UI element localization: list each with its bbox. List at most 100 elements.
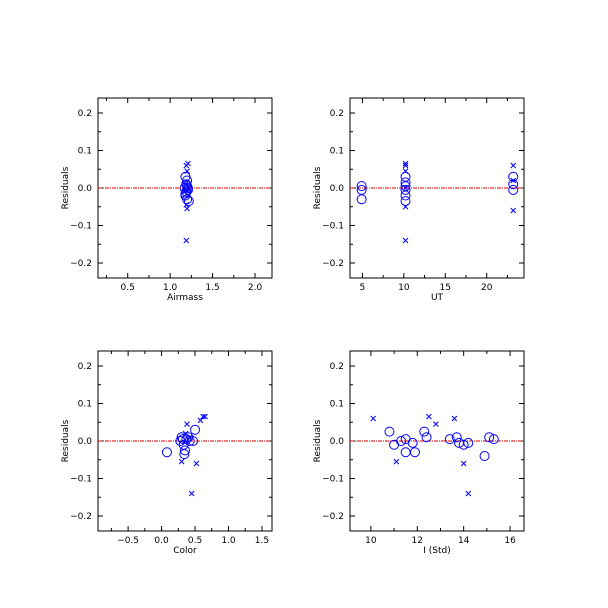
cross-point [402,168,409,174]
x-tick-label: 10 [398,283,410,293]
cross-point [183,237,190,244]
circle-point [451,432,462,443]
y-axis-label: Residuals [61,419,71,462]
y-tick-label: 0.2 [330,109,344,119]
x-axis-label: UT [431,293,444,303]
y-tick-label: 0.1 [78,400,92,410]
cross-point [393,458,400,465]
circle-point [180,188,191,199]
circle-point [488,434,499,445]
circle-point [400,447,411,458]
circle-point [182,183,193,193]
x-tick-label: 5 [360,283,366,293]
x-tick-label: 1.0 [163,283,178,293]
y-tick-label: −0.2 [70,512,92,522]
y-tick-label: −0.1 [322,475,344,485]
cross-point [200,413,206,420]
circle-point [421,432,432,443]
cross-point [184,421,190,427]
cross-point [402,185,409,191]
circle-point [458,439,469,450]
y-tick-label: −0.1 [70,222,92,232]
y-axis-label: Residuals [313,166,323,209]
circle-point [389,439,400,450]
circle-point [508,184,519,195]
cross-point [184,205,190,212]
y-axis-label: Residuals [61,166,71,209]
cross-point [370,415,377,422]
cross-point [402,160,409,167]
y-tick-label: −0.2 [322,259,344,269]
circle-point [190,424,201,435]
panel-3: −0.2 −0.1 0.0 0.1 0.2 −0.5 0.0 0.5 1.0 1.5 Color Re… [61,350,273,556]
circle-point [179,449,190,460]
circle-point [444,434,455,445]
circle-point [463,437,474,448]
x-tick-label: 12 [412,536,423,546]
x-tick-label: 0.5 [121,283,135,293]
y-tick-label: 0.0 [78,184,93,194]
circle-point [400,190,411,201]
cross-point [181,188,188,195]
circle-point [384,426,395,437]
circle-point [409,447,420,458]
cross-point [510,162,517,169]
cross-point [510,207,517,214]
y-tick-label: 0.2 [78,109,92,119]
x-tick-label: 2.0 [248,283,263,293]
x-tick-label: 16 [504,536,516,546]
y-tick-label: −0.1 [70,475,92,485]
cross-point [432,421,439,427]
circle-point [184,436,195,446]
circle-point [188,436,199,446]
cross-point [460,460,467,467]
cross-point [186,434,193,441]
x-tick-label: 20 [481,283,493,293]
circle-point [508,171,519,182]
circle-point [182,181,193,192]
cross-point [178,458,185,465]
y-axis-label: Residuals [313,419,323,462]
circle-point [180,445,190,456]
y-tick-label: 0.0 [330,184,345,194]
panel-1: −0.2 −0.1 0.0 0.1 0.2 0.5 1.0 1.5 2.0 Airmass Resi… [61,97,273,303]
cross-point [465,490,472,497]
circle-point [400,184,411,195]
circle-point [407,437,418,448]
circle-point [400,177,411,188]
x-tick-label: 1.5 [205,283,219,293]
cross-point [188,490,195,497]
y-tick-label: 0.0 [78,437,93,447]
circle-point [479,451,490,461]
y-tick-label: 0.0 [330,437,345,447]
x-tick-label: 0.0 [154,536,169,546]
y-tick-label: −0.2 [70,259,92,269]
x-tick-label: 0.5 [188,536,202,546]
cross-point [402,237,409,244]
circle-point [484,432,495,443]
x-tick-label: 1.0 [221,536,236,546]
cross-point [184,168,190,174]
x-tick-label: −0.5 [117,536,139,546]
x-tick-label: 15 [440,283,451,293]
x-tick-label: 10 [365,536,377,546]
y-tick-label: 0.1 [78,147,92,157]
circle-point [400,196,411,207]
cross-point [197,417,204,424]
circle-point [176,432,187,443]
circle-point [161,447,172,458]
cross-point [451,415,458,422]
cross-point [402,162,409,169]
y-tick-label: 0.2 [330,362,344,372]
x-axis-label: Airmass [167,293,203,303]
circle-point [356,194,367,205]
x-axis-label: I (Std) [423,546,451,556]
y-tick-label: 0.1 [330,400,344,410]
cross-point [193,460,200,467]
circle-point [419,426,430,437]
cross-point [510,177,517,184]
cross-point [402,203,409,210]
x-axis-label: Color [173,546,197,556]
y-tick-label: 0.1 [330,147,344,157]
